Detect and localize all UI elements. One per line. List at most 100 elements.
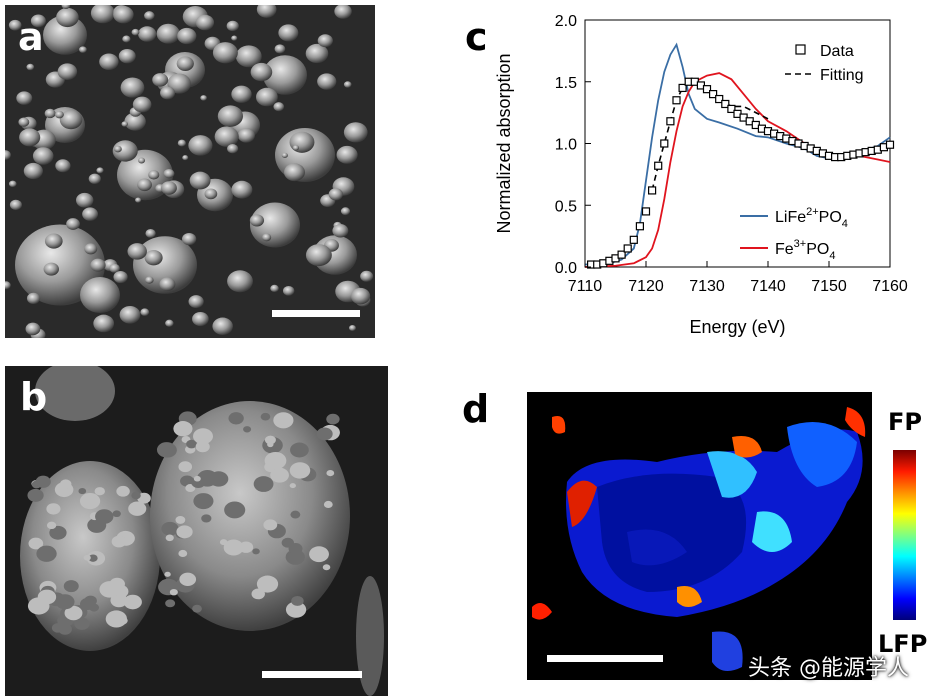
particle [291,595,304,606]
particle [193,475,201,482]
particle [285,601,307,618]
particle [164,571,171,577]
data-point [629,235,638,244]
particle [54,110,64,119]
data-point [635,222,644,231]
x-tick-label: 7160 [872,278,908,295]
particle [214,126,239,147]
particle [8,19,22,31]
particle [195,14,215,31]
particle [317,34,333,48]
particle [99,53,119,70]
particle [193,428,213,445]
particle [88,554,98,562]
particle [264,451,287,470]
particle [59,110,83,130]
particle [26,292,41,305]
particle [121,121,128,127]
particle [163,169,175,179]
particle [179,572,197,587]
particle [209,471,229,487]
particle [119,305,141,324]
particle [178,461,193,473]
particle [323,500,333,508]
particle [188,295,204,309]
particle [9,199,22,211]
x-tick-label: 7110 [568,278,603,295]
particle [55,594,75,610]
particle [116,485,130,497]
data-point [666,117,675,126]
data-point [623,244,632,253]
particle [336,145,358,164]
particle [180,475,195,487]
particle [343,122,368,143]
particle [289,131,315,153]
particle [118,48,136,64]
particle [112,510,121,518]
particle [350,287,371,305]
particle [285,549,305,565]
data-point [660,139,669,148]
particle [226,20,239,32]
particle [360,270,374,282]
particle [128,501,147,516]
particle [173,421,193,437]
colorbar-bottom-label: LFP [878,630,928,658]
sem-image-b [5,366,388,696]
particle [61,5,71,10]
particle [144,250,163,266]
legend-marker-data [795,44,806,55]
particle [80,277,120,313]
particle [175,515,186,524]
particle [165,534,174,542]
legend-top: Data Fitting [785,43,864,84]
particle [46,521,57,530]
particle [78,488,87,495]
phase-map-image [532,407,866,671]
particle [282,285,295,296]
data-point [702,85,712,94]
particle [16,91,33,105]
watermark-text: 头条 @能源学人 [748,656,909,681]
y-tick-label: 2.0 [555,13,577,30]
particle [192,604,202,613]
particle [8,180,17,188]
legend-label-data: Data [820,43,854,60]
particle [289,483,296,489]
particle [36,545,57,562]
particle [267,441,274,448]
particle [160,181,177,195]
legend-bottom: LiFe2+PO4 Fe3+PO4 [740,206,848,262]
particle [66,218,80,230]
particle [105,610,128,628]
particle [32,147,54,165]
panel-label-c: c [465,15,488,59]
data-point [617,250,626,259]
particle [131,491,141,500]
particle [193,493,214,510]
y-tick-label: 1.5 [555,75,577,92]
particle [18,117,30,127]
particle [235,45,262,68]
particle [231,85,252,103]
particle [185,484,196,493]
particle [178,549,188,557]
particle [43,15,87,55]
particle [156,442,177,458]
particle [114,145,122,153]
particle [159,277,176,291]
particle [35,475,51,488]
particle [224,501,246,519]
scale-bar-d [547,655,663,662]
y-tick-label: 0.5 [555,198,577,215]
particle [132,96,152,113]
panel-label-b: b [20,375,48,419]
particle [326,470,335,477]
particle [15,224,105,306]
particle [250,62,273,82]
particle [63,580,79,593]
particle [82,207,98,221]
particle [176,525,193,539]
particle [145,276,154,284]
